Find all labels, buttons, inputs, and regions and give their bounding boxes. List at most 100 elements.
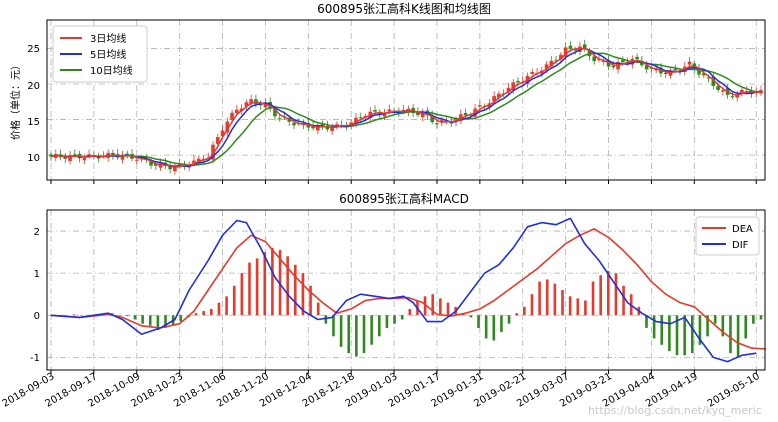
macd-hist-bar <box>523 306 526 316</box>
kline-legend-box <box>52 25 148 83</box>
kline-y-ticks: 10 15 20 25 <box>27 44 40 164</box>
macd-hist-bar <box>561 290 564 316</box>
macd-plot-area <box>47 210 765 370</box>
candle-body <box>416 112 420 116</box>
legend-label-ma5: 5日均线 <box>90 48 126 61</box>
macd-hist-bar <box>210 308 213 316</box>
macd-hist-bar <box>286 256 289 316</box>
kline-ytick-10: 10 <box>27 153 40 164</box>
candle-body <box>249 99 253 104</box>
candle-body <box>358 117 363 119</box>
macd-hist-bar <box>698 315 702 345</box>
macd-hist-bar <box>309 285 312 316</box>
macd-ytick-0: 0 <box>34 311 40 322</box>
candle-body <box>120 154 125 160</box>
macd-hist-bar <box>652 315 656 339</box>
macd-hist-bar <box>271 247 274 316</box>
macd-hist-bar <box>683 315 686 356</box>
macd-hist-bar <box>752 315 755 324</box>
macd-hist-bar <box>530 294 534 316</box>
kline-ytick-25: 25 <box>27 44 40 55</box>
macd-hist-bar <box>164 315 167 328</box>
macd-panel: 600895张江高科MACD -1 0 1 2 DEA DIF 2018-09-… <box>1 191 766 410</box>
candle-body <box>335 124 339 126</box>
macd-legend-box <box>695 216 760 256</box>
macd-hist-bar <box>141 315 144 324</box>
candle-body <box>601 61 606 63</box>
macd-y-ticks: -1 0 1 2 <box>30 227 40 364</box>
macd-hist-bar <box>477 315 480 328</box>
kline-ylabel: 价格（单位：元） <box>9 60 22 140</box>
macd-hist-bar <box>179 315 183 322</box>
macd-hist-bar <box>148 315 152 326</box>
macd-hist-bar <box>133 315 137 320</box>
macd-hist-bar <box>690 315 694 354</box>
macd-hist-bar <box>423 296 427 316</box>
candle-body <box>439 120 444 123</box>
macd-hist-bar <box>599 275 602 316</box>
candle-body <box>220 130 225 137</box>
candle-body <box>721 90 725 92</box>
candle-body <box>168 164 172 170</box>
candle-body <box>582 44 587 49</box>
candle-body <box>263 103 268 108</box>
candle-body <box>316 125 320 131</box>
macd-hist-bar <box>675 315 679 356</box>
macd-hist-bar <box>500 315 503 333</box>
candle-body <box>87 154 91 157</box>
candle-body <box>511 82 516 91</box>
macd-hist-bar <box>72 314 76 316</box>
macd-hist-bar <box>324 315 328 324</box>
kline-ytick-15: 15 <box>27 117 40 128</box>
candle-body <box>492 96 496 102</box>
kline-ma-lines <box>50 47 762 169</box>
candle-body <box>597 59 601 61</box>
candle-body <box>349 122 354 125</box>
candle-body <box>554 60 558 62</box>
candle-body <box>373 110 377 112</box>
kline-panel: 600895张江高科K线图和均线图 10 15 20 25 价格（单位：元） 3… <box>9 1 766 184</box>
dif-line <box>50 217 757 363</box>
candle-body <box>730 96 735 98</box>
candle-body <box>611 65 616 68</box>
kline-title: 600895张江高科K线图和均线图 <box>317 1 491 16</box>
macd-hist-bar <box>339 315 343 347</box>
candle-body <box>134 159 139 161</box>
candle-body <box>606 60 611 67</box>
macd-hist-bar <box>255 258 259 316</box>
macd-hist-bar <box>126 315 129 317</box>
macd-hist-bar <box>469 315 473 318</box>
candle-body <box>82 158 87 161</box>
macd-hist-bar <box>240 273 244 316</box>
macd-hist-bar <box>347 315 351 354</box>
candle-body <box>382 113 387 117</box>
candle-body <box>673 69 678 71</box>
candle-body <box>196 158 201 162</box>
candle-body <box>235 109 239 114</box>
macd-hist-bar <box>355 315 358 357</box>
macd-hist-bar <box>507 315 511 324</box>
candle-body <box>215 137 220 144</box>
candle-body <box>387 109 392 112</box>
macd-hist-bar <box>545 279 549 316</box>
macd-hist-bar <box>660 315 664 345</box>
candle-body <box>544 64 549 69</box>
candle-body <box>506 87 511 93</box>
candle-body <box>644 65 649 70</box>
candle-body <box>549 60 554 67</box>
macd-hist-bar <box>538 281 541 316</box>
macd-hist-bar <box>202 311 205 316</box>
candle-body <box>663 73 668 75</box>
macd-hist-bar <box>80 315 83 316</box>
candle-body <box>244 102 249 107</box>
candle-body <box>706 77 711 79</box>
macd-hist-bar <box>393 315 396 324</box>
macd-hist-bar <box>248 262 251 316</box>
macd-hist-bar <box>584 300 587 316</box>
candle-body <box>149 161 153 166</box>
candle-body <box>363 115 368 118</box>
candle-body <box>458 114 463 121</box>
candle-body <box>687 61 692 65</box>
candle-body <box>516 80 520 83</box>
macd-hist-bar <box>217 302 221 316</box>
